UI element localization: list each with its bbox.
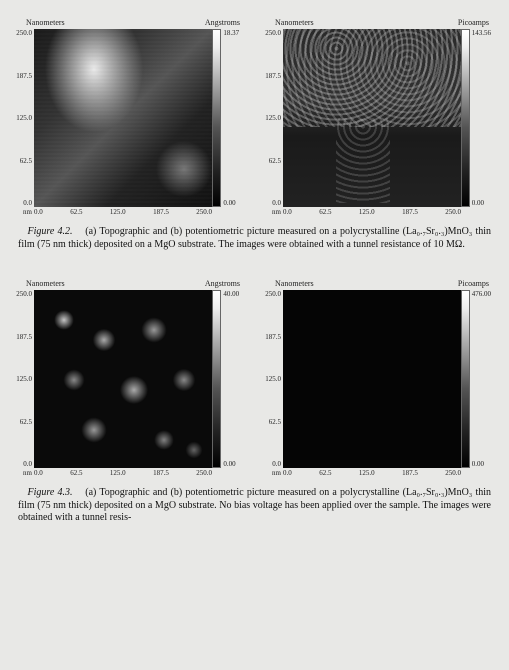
y-unit-label: Nanometers [275,18,314,27]
x-tick: 0.0 [283,469,292,477]
x-tick: 125.0 [359,469,375,477]
colorbar [461,29,470,207]
y-tick: 187.5 [265,333,281,341]
y-tick: 0.0 [23,460,32,468]
fig42-panel-a: Nanometers Angstroms 250.0 187.5 125.0 6… [14,18,246,216]
y-tick: 125.0 [265,375,281,383]
colorbar-min: 0.00 [472,460,491,468]
x-tick: 187.5 [153,208,169,216]
colorbar-min: 0.00 [472,199,491,207]
y-unit-label: Nanometers [26,18,65,27]
colorbar-unit-label: Picoamps [458,279,489,288]
colorbar-max: 476.00 [472,290,491,298]
potentiometric-plot [283,290,461,468]
y-tick: 0.0 [272,460,281,468]
colorbar-min: 0.00 [223,199,242,207]
x-unit-label: nm [263,208,283,216]
y-tick: 187.5 [265,72,281,80]
y-axis: 250.0 187.5 125.0 62.5 0.0 [14,290,34,468]
x-tick: 62.5 [319,208,331,216]
caption-label: Figure 4.2. [28,226,73,237]
page: Nanometers Angstroms 250.0 187.5 125.0 6… [0,0,509,533]
y-tick: 62.5 [20,418,32,426]
fig43-panel-a: Nanometers Angstroms 250.0 187.5 125.0 6… [14,279,246,477]
x-axis: 0.0 62.5 125.0 187.5 250.0 [34,208,212,216]
x-tick: 250.0 [196,208,212,216]
y-tick: 187.5 [16,333,32,341]
x-tick: 187.5 [153,469,169,477]
x-tick: 0.0 [283,208,292,216]
x-tick: 0.0 [34,469,43,477]
y-tick: 250.0 [265,29,281,37]
x-tick: 250.0 [196,469,212,477]
colorbar-unit-label: Angstroms [205,18,240,27]
colorbar [212,29,221,207]
y-tick: 0.0 [23,199,32,207]
y-tick: 125.0 [265,114,281,122]
figure-4-2-caption: Figure 4.2. (a) Topographic and (b) pote… [18,226,491,251]
figure-4-3: Nanometers Angstroms 250.0 187.5 125.0 6… [14,279,495,477]
x-axis: 0.0 62.5 125.0 187.5 250.0 [283,469,461,477]
fig43-panel-b: Nanometers Picoamps 250.0 187.5 125.0 62… [263,279,495,477]
caption-label: Figure 4.3. [28,487,73,498]
colorbar-max: 40.00 [223,290,242,298]
colorbar [461,290,470,468]
colorbar-max: 18.37 [223,29,242,37]
y-tick: 125.0 [16,375,32,383]
x-tick: 187.5 [402,208,418,216]
y-axis: 250.0 187.5 125.0 62.5 0.0 [263,29,283,207]
x-tick: 62.5 [70,469,82,477]
colorbar-unit-label: Picoamps [458,18,489,27]
y-tick: 62.5 [269,418,281,426]
y-tick: 187.5 [16,72,32,80]
x-unit-label: nm [14,208,34,216]
topographic-plot [34,290,212,468]
topographic-plot [34,29,212,207]
colorbar-max: 143.56 [472,29,491,37]
y-tick: 250.0 [265,290,281,298]
x-tick: 187.5 [402,469,418,477]
x-tick: 125.0 [110,469,126,477]
y-tick: 250.0 [16,29,32,37]
x-axis: 0.0 62.5 125.0 187.5 250.0 [34,469,212,477]
x-tick: 125.0 [110,208,126,216]
x-tick: 0.0 [34,208,43,216]
y-tick: 125.0 [16,114,32,122]
caption-text: (a) Topographic and (b) potentiometric p… [18,487,491,523]
x-tick: 250.0 [445,469,461,477]
colorbar-unit-label: Angstroms [205,279,240,288]
colorbar-min: 0.00 [223,460,242,468]
figure-4-2: Nanometers Angstroms 250.0 187.5 125.0 6… [14,18,495,216]
y-tick: 0.0 [272,199,281,207]
potentiometric-plot [283,29,461,207]
x-tick: 125.0 [359,208,375,216]
y-axis: 250.0 187.5 125.0 62.5 0.0 [14,29,34,207]
x-unit-label: nm [263,469,283,477]
x-tick: 62.5 [319,469,331,477]
y-tick: 62.5 [269,157,281,165]
y-axis: 250.0 187.5 125.0 62.5 0.0 [263,290,283,468]
x-tick: 250.0 [445,208,461,216]
x-tick: 62.5 [70,208,82,216]
y-unit-label: Nanometers [275,279,314,288]
colorbar [212,290,221,468]
x-axis: 0.0 62.5 125.0 187.5 250.0 [283,208,461,216]
caption-text: (a) Topographic and (b) potentiometric p… [18,226,491,250]
y-unit-label: Nanometers [26,279,65,288]
x-unit-label: nm [14,469,34,477]
figure-4-3-caption: Figure 4.3. (a) Topographic and (b) pote… [18,487,491,525]
fig42-panel-b: Nanometers Picoamps 250.0 187.5 125.0 62… [263,18,495,216]
y-tick: 250.0 [16,290,32,298]
y-tick: 62.5 [20,157,32,165]
